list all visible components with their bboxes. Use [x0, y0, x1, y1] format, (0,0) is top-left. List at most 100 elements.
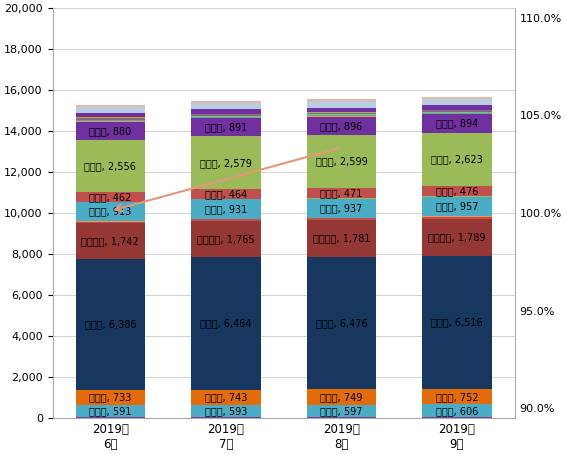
Text: 千葉県, 743: 千葉県, 743 [205, 392, 247, 402]
Bar [422, 187, 492, 196]
Bar [307, 198, 376, 218]
Bar [191, 101, 260, 103]
Bar [422, 404, 492, 417]
Bar [191, 405, 260, 417]
Text: 東京都, 6,476: 東京都, 6,476 [316, 318, 367, 328]
Bar [422, 112, 492, 113]
Bar [191, 221, 260, 257]
Bar [76, 119, 145, 120]
Bar [307, 218, 376, 220]
Bar [76, 121, 145, 122]
Bar [307, 417, 376, 418]
Bar [76, 107, 145, 113]
Text: 京都府, 464: 京都府, 464 [205, 189, 247, 199]
Bar [76, 405, 145, 417]
Bar [191, 118, 260, 136]
Text: 京都府, 471: 京都府, 471 [320, 188, 363, 198]
Bar [422, 114, 492, 133]
Bar [422, 417, 492, 418]
Bar [191, 136, 260, 189]
Bar [422, 197, 492, 217]
Bar [76, 222, 145, 223]
Bar [76, 140, 145, 192]
Text: 大阪府, 2,579: 大阪府, 2,579 [200, 158, 252, 168]
Bar [307, 99, 376, 101]
Bar [76, 259, 145, 390]
Bar [76, 202, 145, 221]
Text: 神奈川県, 1,742: 神奈川県, 1,742 [82, 236, 139, 246]
Text: 兵庫県, 880: 兵庫県, 880 [89, 126, 131, 136]
Text: 千葉県, 733: 千葉県, 733 [89, 392, 131, 402]
Text: 東京都, 6,464: 東京都, 6,464 [200, 318, 252, 329]
Text: 埼玉県, 606: 埼玉県, 606 [436, 406, 478, 416]
Bar [76, 221, 145, 222]
Bar [191, 218, 260, 219]
Text: 愛知県, 913: 愛知県, 913 [89, 207, 131, 217]
Bar [191, 417, 260, 418]
Bar [191, 389, 260, 405]
Bar [422, 196, 492, 197]
Bar [422, 113, 492, 114]
Bar [307, 389, 376, 404]
Text: 愛知県, 931: 愛知県, 931 [205, 204, 247, 214]
Text: 大阪府, 2,599: 大阪府, 2,599 [315, 157, 367, 167]
Text: 京都府, 476: 京都府, 476 [436, 186, 478, 196]
Bar [307, 107, 376, 112]
Text: 神奈川県, 1,781: 神奈川県, 1,781 [312, 233, 370, 243]
Bar [307, 135, 376, 188]
Text: 埼玉県, 591: 埼玉県, 591 [89, 406, 131, 416]
Bar [307, 101, 376, 107]
Bar [307, 404, 376, 417]
Text: 東京都, 6,516: 東京都, 6,516 [431, 317, 483, 327]
Bar [191, 219, 260, 221]
Text: 神奈川県, 1,789: 神奈川県, 1,789 [428, 232, 486, 242]
Bar [307, 114, 376, 115]
Bar [191, 114, 260, 116]
Text: 大阪府, 2,556: 大阪府, 2,556 [84, 161, 136, 171]
Text: 東京都, 6,386: 東京都, 6,386 [84, 319, 136, 329]
Bar [422, 219, 492, 256]
Bar [191, 189, 260, 199]
Text: 愛知県, 957: 愛知県, 957 [436, 202, 478, 212]
Bar [422, 389, 492, 404]
Text: 神奈川県, 1,765: 神奈川県, 1,765 [197, 234, 255, 244]
Bar [307, 115, 376, 116]
Bar [307, 188, 376, 198]
Text: 埼玉県, 593: 埼玉県, 593 [205, 406, 247, 416]
Bar [191, 116, 260, 117]
Bar [422, 217, 492, 219]
Text: 京都府, 462: 京都府, 462 [89, 192, 131, 202]
Bar [191, 103, 260, 109]
Bar [307, 257, 376, 389]
Text: 埼玉県, 597: 埼玉県, 597 [320, 406, 363, 416]
Bar [191, 117, 260, 118]
Bar [307, 220, 376, 257]
Bar [307, 116, 376, 135]
Bar [422, 111, 492, 112]
Bar [422, 97, 492, 99]
Bar [307, 112, 376, 114]
Bar [76, 223, 145, 259]
Bar [422, 105, 492, 110]
Bar [76, 390, 145, 405]
Text: 兵庫県, 891: 兵庫県, 891 [205, 122, 247, 132]
Text: 大阪府, 2,623: 大阪府, 2,623 [431, 155, 483, 165]
Bar [191, 109, 260, 114]
Text: 千葉県, 749: 千葉県, 749 [320, 392, 363, 402]
Text: 千葉県, 752: 千葉県, 752 [436, 392, 478, 402]
Bar [76, 120, 145, 121]
Bar [76, 117, 145, 118]
Bar [76, 118, 145, 119]
Bar [422, 256, 492, 389]
Bar [76, 105, 145, 107]
Bar [76, 417, 145, 418]
Bar [76, 113, 145, 117]
Bar [422, 133, 492, 187]
Bar [422, 99, 492, 105]
Text: 兵庫県, 896: 兵庫県, 896 [320, 121, 362, 131]
Bar [76, 192, 145, 202]
Text: 愛知県, 937: 愛知県, 937 [320, 203, 363, 213]
Bar [191, 257, 260, 389]
Bar [191, 199, 260, 218]
Bar [76, 122, 145, 140]
